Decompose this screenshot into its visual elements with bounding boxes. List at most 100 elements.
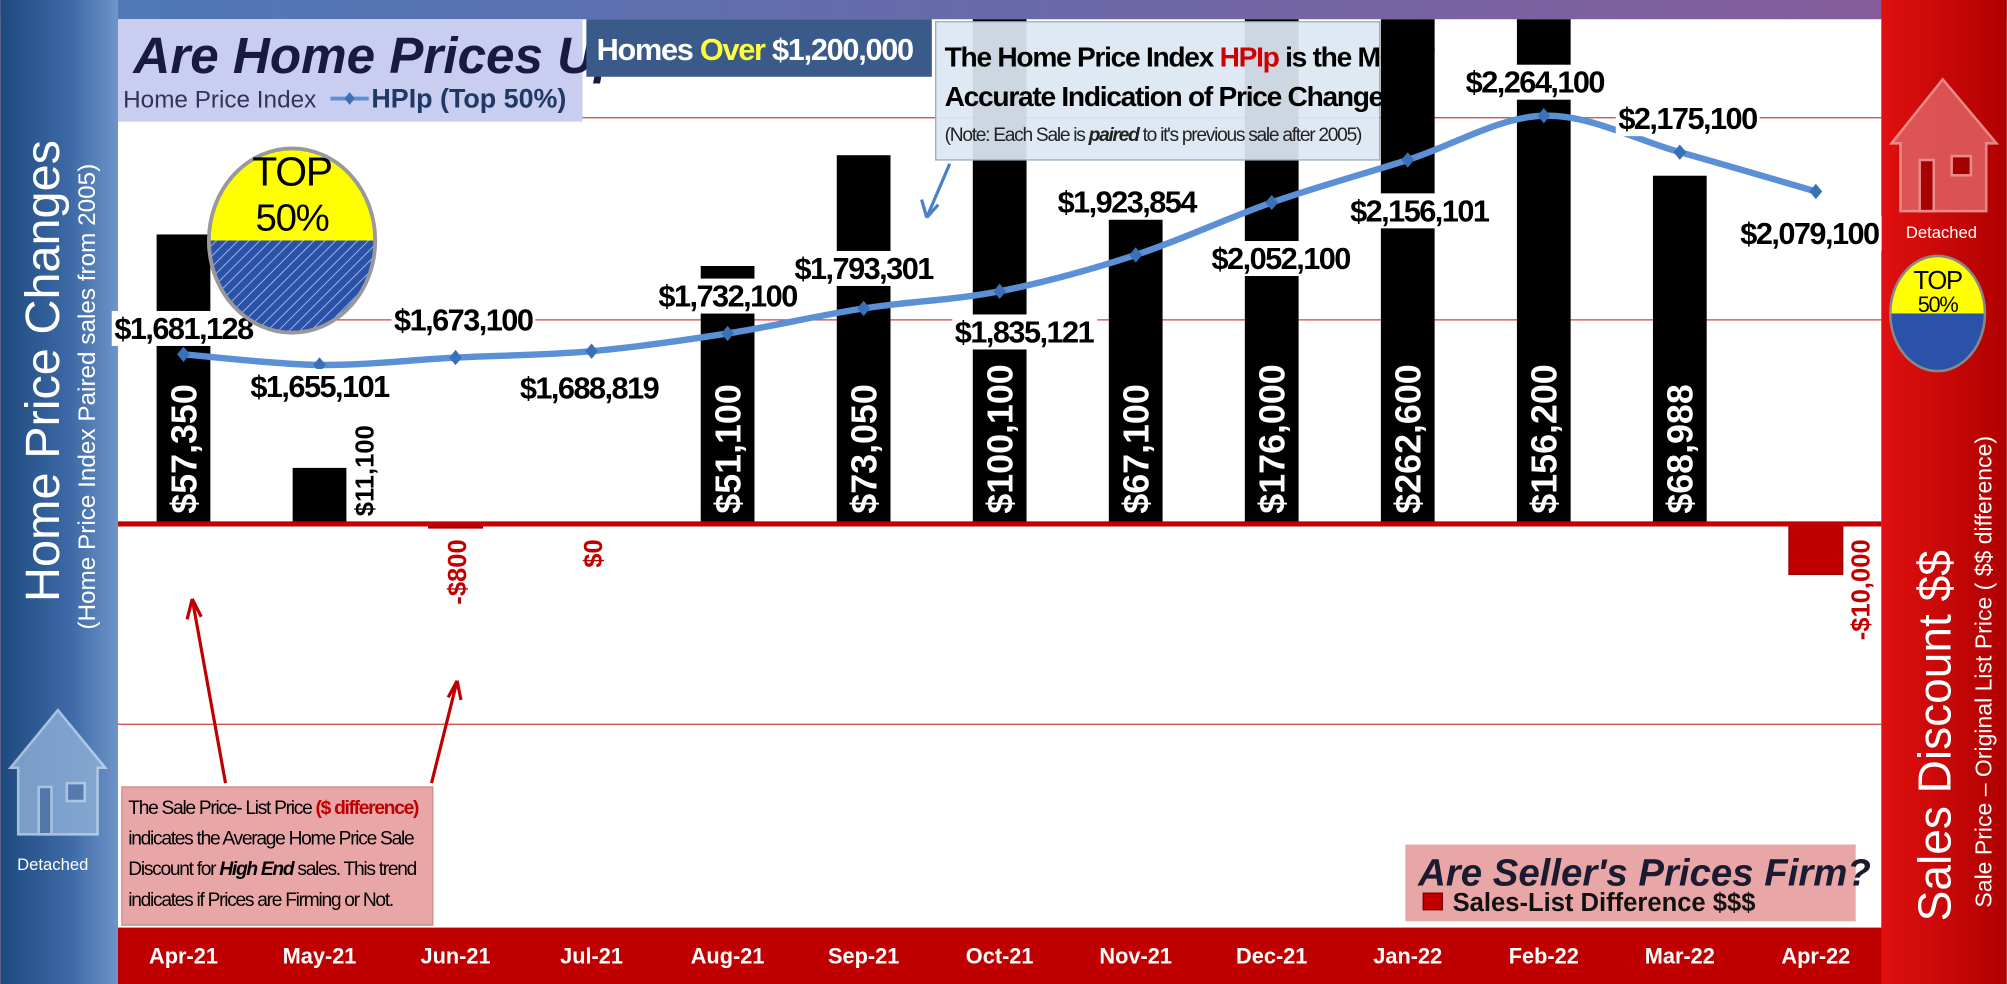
note-part: is the MOST [1285, 42, 1435, 73]
line-marker [1401, 152, 1415, 168]
note-line: The Home Price Index HPIp is the MOST [945, 42, 1435, 73]
label-background [791, 250, 937, 286]
house-label: Detached [1906, 223, 1977, 242]
bar-value-label: -$10,000 [1848, 539, 1876, 640]
y-axis-label: Home Price Changes [16, 140, 70, 602]
badge-pct: 50% [1918, 292, 1959, 317]
line-marker [449, 349, 462, 366]
line-value-label: $2,079,100 [1740, 216, 1879, 251]
bar-value-label: $11,100 [351, 425, 379, 516]
bar-value-label: $0 [580, 539, 608, 567]
bar-value-label: $262,600 [1389, 364, 1429, 513]
bar-value-label: $176,000 [1253, 364, 1293, 513]
line-value-label: $2,264,100 [1466, 65, 1605, 100]
legend-label: Sales-List Difference $$$ [1453, 889, 1756, 917]
x-tick-label: Jan-22 [1373, 944, 1442, 969]
subtitle-part: Homes [597, 32, 693, 67]
line-value-label: $1,835,121 [955, 314, 1095, 349]
bar [292, 467, 347, 524]
bar [1652, 175, 1707, 524]
x-tick-label: Nov-21 [1099, 944, 1172, 969]
badge: TOP 50% [1888, 254, 1987, 373]
line-value-label: $1,655,101 [250, 369, 390, 404]
bar [156, 234, 211, 524]
x-tick-label: Aug-21 [691, 944, 765, 969]
line-marker [1809, 183, 1823, 200]
bar [1380, 19, 1435, 524]
note-line: The Sale Price- List Price ($ difference… [128, 798, 419, 819]
note-line: (Note: Each Sale is paired to it's previ… [945, 125, 1362, 146]
x-tick-label: Apr-21 [149, 944, 218, 969]
note-part: The Sale Price- List Price [128, 798, 312, 819]
note-part: High End [219, 859, 296, 880]
legend2-title: Are Seller's Prices Firm? [1417, 851, 1871, 894]
x-tick-label: Apr-22 [1781, 944, 1850, 969]
legend-label: HPIp (Top 50%) [371, 83, 566, 113]
x-tick-label: Dec-21 [1236, 944, 1307, 969]
y-axis-sublabel: (Home Price Index Paired sales from 2005… [74, 164, 101, 630]
subtitle-box [586, 19, 932, 77]
line-value-label: $1,923,854 [1058, 185, 1198, 220]
line-marker [1265, 194, 1279, 211]
house-label: Detached [17, 855, 88, 874]
bar-value-label: $73,050 [844, 384, 884, 513]
subtitle-part: $1,200,000 [772, 32, 913, 67]
category-strip [118, 927, 1882, 984]
legend-box [1405, 844, 1856, 922]
bar-value-label: -$800 [444, 539, 472, 604]
x-axis: Apr-21 May-21 Jun-21 Jul-21 Aug-21 Sep-21 Oct-… [149, 944, 1850, 969]
bar [1788, 523, 1844, 576]
label-background [1463, 64, 1607, 100]
line-marker [1537, 108, 1551, 124]
line-value-label: $1,681,128 [114, 311, 254, 346]
bar-value-label: $100,100 [980, 364, 1020, 513]
title-box [118, 19, 583, 122]
bar-value-label: $67,100 [1116, 384, 1156, 513]
note-part: to it's previous sale after 2005) [1143, 125, 1362, 146]
label-background [391, 302, 536, 338]
label-background [247, 368, 393, 404]
note-line: indicates if Prices are Firming or Not. [128, 890, 393, 911]
note-box [121, 786, 434, 926]
x-tick-label: Mar-22 [1645, 944, 1715, 969]
line-marker [585, 343, 598, 359]
bar [836, 155, 891, 524]
bar-value-label: $156,200 [1525, 364, 1565, 513]
note-line: Accurate Indication of Price Changes. [945, 81, 1404, 112]
chart-title: Are Home Prices Up? [131, 27, 656, 84]
line-value-label: $1,688,819 [520, 371, 659, 406]
badge-pct: 50% [256, 196, 329, 239]
legend-item: Sales-List Difference $$$ [1422, 889, 1756, 917]
subtitle-part: Over [700, 32, 766, 67]
note-part: paired [1088, 125, 1141, 146]
label-background [1055, 184, 1200, 220]
line-value-label: $1,732,100 [658, 279, 797, 314]
badge: TOP 50% [206, 146, 378, 335]
note-part: sales. This trend [297, 859, 416, 880]
badge-top: TOP [1913, 267, 1961, 295]
bar [1108, 185, 1163, 524]
line-value-label: $1,673,100 [394, 303, 533, 338]
arrow [920, 163, 952, 219]
top-strip [0, 0, 2007, 20]
line-value-label: $2,052,100 [1212, 241, 1351, 276]
note-part: (Note: Each Sale is [945, 125, 1086, 146]
line-value-label: $2,156,101 [1350, 193, 1490, 228]
line-marker [1673, 144, 1687, 160]
y2-axis-label: Sales Discount $$ [1908, 550, 1960, 921]
label-background [111, 310, 257, 346]
note-part: HPIp [1220, 42, 1280, 73]
label-background [1347, 193, 1493, 229]
bar-value-label: $51,100 [708, 384, 748, 513]
note-part: The Home Price Index [945, 42, 1215, 73]
legend-title: Home Price Index [123, 86, 316, 113]
label-background [655, 278, 800, 314]
bars [156, 19, 1844, 576]
bar-value-label: $57,350 [164, 384, 204, 513]
label-background [1208, 241, 1353, 277]
note-line: indicates the Average Home Price Sale [128, 829, 414, 850]
line-value-label: $1,793,301 [794, 251, 934, 286]
y2-axis-sublabel: Sale Price – Original List Price ( $$ di… [1970, 436, 1996, 908]
arrow [185, 598, 463, 784]
